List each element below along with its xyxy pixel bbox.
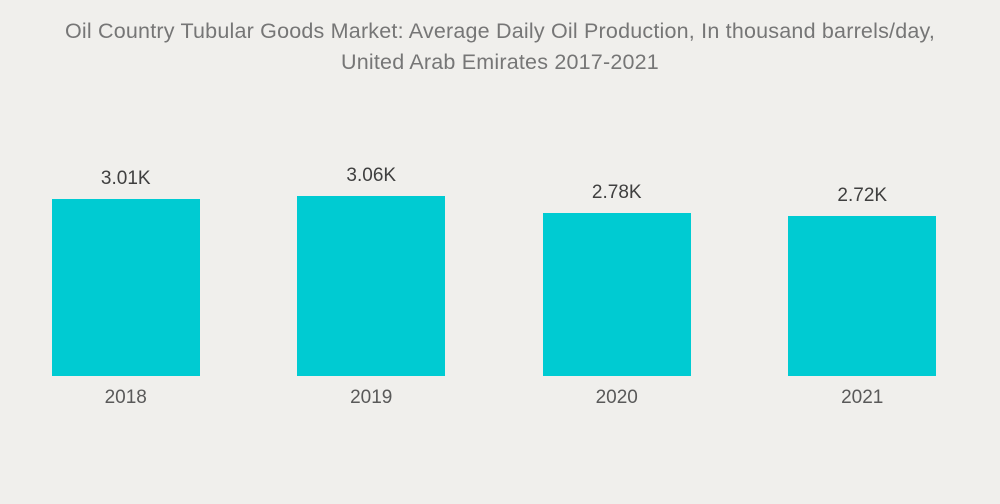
bar (51, 198, 200, 376)
chart-title: Oil Country Tubular Goods Market: Averag… (0, 0, 1000, 78)
bar-value-label: 2.78K (591, 181, 642, 203)
x-axis-tick-label: 2020 (595, 387, 638, 408)
bar-area: 2.78K (542, 160, 691, 376)
bars-row: 3.01K 2018 3.06K 2019 2.78K 2020 2.72K (3, 160, 985, 409)
bar-value-label: 2.72K (837, 185, 888, 206)
bar-group: 2.78K 2020 (494, 160, 740, 409)
x-axis-tick-label: 2021 (841, 387, 884, 408)
bar-plot-area: 3.01K 2018 3.06K 2019 2.78K 2020 2.72K (3, 160, 985, 409)
bar-area: 3.01K (51, 160, 200, 376)
bar-group: 2.72K 2021 (740, 160, 986, 409)
chart-title-line-1: Oil Country Tubular Goods Market: Averag… (64, 19, 936, 43)
bar (297, 196, 446, 376)
bar-group: 3.06K 2019 (249, 160, 495, 409)
bar-area: 3.06K (297, 160, 446, 376)
chart-title-line-2: United Arab Emirates 2017-2021 (341, 50, 659, 74)
bar (788, 216, 937, 376)
x-axis-tick-label: 2019 (350, 387, 393, 408)
bar (542, 212, 691, 376)
bar-group: 3.01K 2018 (3, 160, 249, 409)
bar-value-label: 3.01K (100, 167, 151, 189)
bar-area: 2.72K (788, 160, 937, 376)
x-axis-tick-label: 2018 (104, 387, 147, 408)
bar-value-label: 3.06K (346, 165, 397, 186)
